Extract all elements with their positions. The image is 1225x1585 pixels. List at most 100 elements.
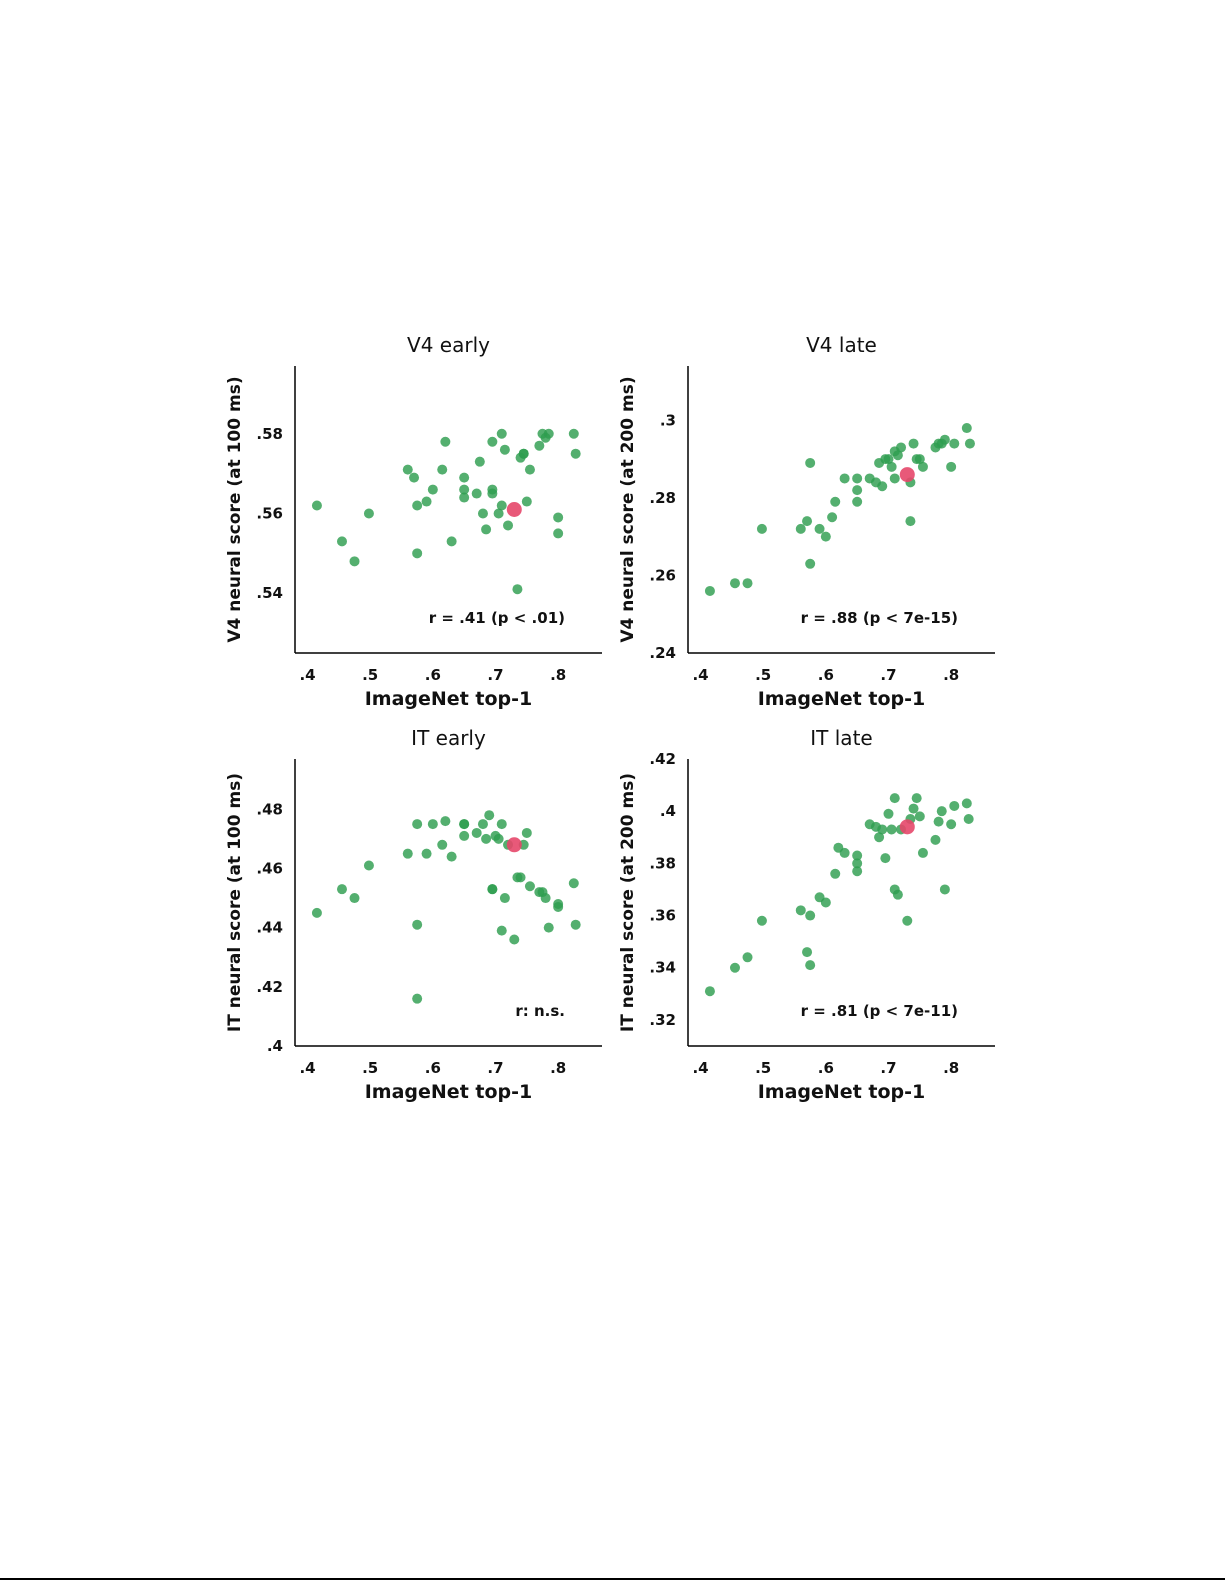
x-tick-label: .4 — [299, 1059, 315, 1077]
x-tick-label: .6 — [425, 666, 441, 684]
correlation-annotation: r = .41 (p < .01) — [429, 609, 565, 627]
x-tick-label: .4 — [692, 1059, 708, 1077]
y-tick-label: .42 — [256, 978, 283, 996]
data-point — [852, 866, 863, 877]
y-tick-label: .26 — [649, 566, 676, 584]
x-tick-label: .7 — [487, 1059, 503, 1077]
data-point — [412, 993, 423, 1004]
data-point — [852, 496, 863, 507]
data-point — [440, 816, 451, 827]
data-point — [446, 536, 457, 547]
data-point — [363, 508, 374, 519]
data-point — [402, 464, 413, 475]
panel-it-late: IT late .4 .5 .6 .7 .8 .32 .34 .36 .38 .4 .42 ImageN… — [618, 726, 995, 1103]
data-point — [852, 485, 863, 496]
highlight-point — [506, 502, 522, 517]
data-point — [336, 536, 347, 547]
data-point — [446, 851, 457, 862]
data-point — [830, 868, 841, 879]
y-axis-label: IT neural score (at 100 ms) — [225, 773, 245, 1032]
data-point — [936, 806, 947, 817]
y-tick-label: .24 — [649, 644, 676, 662]
y-tick-label: .46 — [256, 859, 283, 877]
data-point — [908, 438, 919, 449]
data-point — [874, 832, 885, 843]
data-point — [459, 492, 470, 503]
chart-title: V4 late — [806, 333, 877, 357]
data-point — [496, 925, 507, 936]
data-point — [493, 833, 504, 844]
x-tick-label: .5 — [362, 666, 378, 684]
data-point — [917, 847, 928, 858]
page-bottom-rule — [0, 1578, 1225, 1580]
panel-v4-early: V4 early .4 .5 .6 .7 .8 .54 .56 .58 ImageNet top-… — [225, 333, 602, 710]
x-tick-label: .6 — [818, 666, 834, 684]
data-point — [515, 872, 526, 883]
data-point — [421, 496, 432, 507]
y-tick-label: .34 — [649, 959, 676, 977]
data-point — [412, 500, 423, 511]
x-tick-label: .7 — [880, 666, 896, 684]
data-point — [487, 436, 498, 447]
y-axis-label: V4 neural score (at 200 ms) — [618, 376, 638, 642]
y-tick-label: .36 — [649, 907, 676, 925]
data-point — [518, 448, 529, 459]
x-tick-label: .5 — [755, 666, 771, 684]
data-point — [729, 578, 740, 589]
data-point — [795, 523, 806, 534]
chart-title: IT early — [411, 726, 486, 750]
data-point — [524, 881, 535, 892]
data-point — [481, 833, 492, 844]
data-point — [892, 450, 903, 461]
data-point — [795, 905, 806, 916]
data-point — [949, 438, 960, 449]
data-point — [939, 884, 950, 895]
data-point — [311, 907, 322, 918]
data-point — [487, 488, 498, 499]
data-point — [892, 889, 903, 900]
data-point — [496, 819, 507, 830]
data-point — [704, 585, 715, 596]
y-axis-label: V4 neural score (at 100 ms) — [225, 376, 245, 642]
data-point — [484, 810, 495, 821]
data-point — [911, 793, 922, 804]
y-tick-label: .42 — [649, 750, 676, 768]
x-tick-label: .8 — [943, 666, 959, 684]
data-point — [889, 793, 900, 804]
data-point — [459, 484, 470, 495]
data-point — [477, 819, 488, 830]
data-point — [412, 819, 423, 830]
highlight-point — [899, 819, 915, 835]
data-point — [802, 516, 813, 527]
data-point — [553, 512, 564, 523]
data-point — [902, 915, 913, 926]
data-point — [949, 800, 960, 811]
data-point — [827, 512, 838, 523]
chart-title: IT late — [810, 726, 872, 750]
data-point — [880, 853, 891, 864]
data-point — [742, 578, 753, 589]
x-axis-label: ImageNet top-1 — [758, 1081, 926, 1103]
chart-title: V4 early — [407, 333, 490, 357]
data-point — [917, 461, 928, 472]
data-point — [756, 523, 767, 534]
x-tick-label: .5 — [362, 1059, 378, 1077]
data-point — [499, 444, 510, 455]
data-point — [914, 454, 925, 465]
x-axis-label: ImageNet top-1 — [758, 688, 926, 710]
data-point — [946, 819, 957, 830]
data-point — [839, 847, 850, 858]
data-point — [412, 548, 423, 559]
data-point — [421, 848, 432, 859]
data-point — [540, 893, 551, 904]
data-point — [437, 464, 448, 475]
data-point — [336, 884, 347, 895]
data-point — [363, 860, 374, 871]
data-point — [496, 428, 507, 439]
data-point — [427, 484, 438, 495]
data-point — [852, 850, 863, 861]
data-point — [521, 496, 532, 507]
data-point — [493, 508, 504, 519]
data-point — [756, 915, 767, 926]
x-tick-label: .5 — [755, 1059, 771, 1077]
